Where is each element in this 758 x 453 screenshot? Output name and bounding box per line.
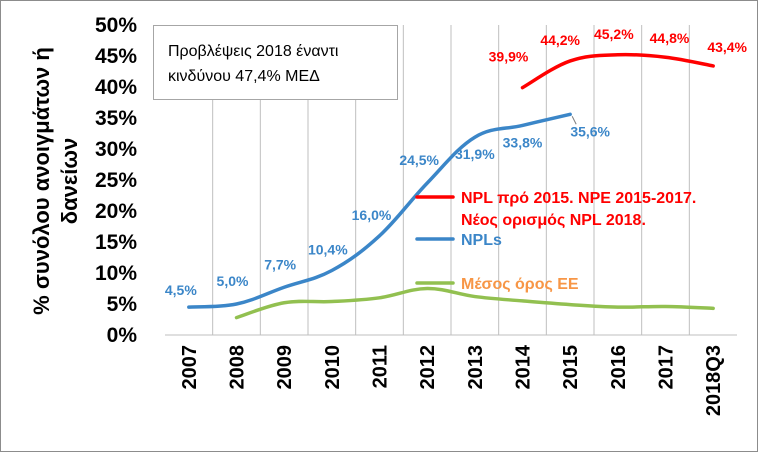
x-tick-label: 2018Q3 <box>703 345 725 416</box>
x-tick-label: 2010 <box>322 345 344 390</box>
data-label: 5,0% <box>217 273 249 289</box>
x-tick-label: 2012 <box>417 345 439 390</box>
series-line <box>234 286 715 320</box>
data-label: 43,4% <box>707 39 747 55</box>
y-tick-label: 35% <box>95 107 137 130</box>
series-line <box>187 112 572 309</box>
y-axis-title-line: % συνόλου ανοιγμάτων ή <box>29 47 54 315</box>
y-tick-label: 5% <box>107 293 138 316</box>
annotation-box: Προβλέψεις 2018 έναντι κινδύνου 47,4% ΜΕ… <box>153 25 398 100</box>
legend-label: NPLs <box>461 232 502 249</box>
x-tick-label: 2016 <box>608 345 630 390</box>
y-tick-label: 30% <box>95 138 137 161</box>
legend-label-line: Μέσος όρος ΕΕ <box>461 276 579 293</box>
series-line <box>520 52 715 90</box>
annotation-text: Προβλέψεις 2018 έναντι κινδύνου 47,4% ΜΕ… <box>168 43 339 85</box>
data-label: 16,0% <box>352 207 392 223</box>
legend-label-line: Νέος ορισμός NPL 2018. <box>461 212 646 229</box>
data-label: 35,6% <box>570 123 610 139</box>
y-tick-label: 25% <box>95 169 137 192</box>
data-label: 33,8% <box>503 134 543 150</box>
data-label: 4,5% <box>165 282 197 298</box>
legend-label: Μέσος όρος ΕΕ <box>461 276 579 293</box>
x-tick-label: 2015 <box>560 345 582 390</box>
legend-label-line: NPL πρό 2015. NPE 2015-2017. <box>461 190 696 207</box>
x-tick-label: 2009 <box>274 345 296 390</box>
y-tick-label: 40% <box>95 76 137 99</box>
x-tick-label: 2011 <box>370 345 392 388</box>
x-tick-label: 2007 <box>179 345 201 390</box>
y-axis-title-line: δανείων <box>57 138 82 224</box>
data-label: 44,8% <box>650 30 690 46</box>
data-label: 31,9% <box>455 146 495 162</box>
data-label: 45,2% <box>594 26 634 42</box>
label-leader-line <box>571 116 577 125</box>
y-tick-label: 20% <box>95 200 137 223</box>
y-tick-label: 45% <box>95 45 137 68</box>
y-tick-label: 50% <box>95 14 137 37</box>
data-label: 10,4% <box>308 242 348 258</box>
data-label: 24,5% <box>399 152 439 168</box>
x-tick-label: 2014 <box>513 344 535 389</box>
data-label: 7,7% <box>264 256 296 272</box>
y-tick-label: 15% <box>95 231 137 254</box>
legend-label-line: NPLs <box>461 232 502 249</box>
legend-label: NPL πρό 2015. NPE 2015-2017. Νέος ορισμός… <box>461 190 696 229</box>
y-tick-label: 0% <box>107 324 138 347</box>
x-tick-label: 2017 <box>656 345 678 390</box>
x-tick-label: 2008 <box>227 345 249 390</box>
y-axis-title: % συνόλου ανοιγμάτων ή δανείων <box>29 47 82 315</box>
y-tick-label: 10% <box>95 262 137 285</box>
data-label: 44,2% <box>540 32 580 48</box>
x-tick-label: 2013 <box>465 345 487 390</box>
data-label: 39,9% <box>489 49 529 65</box>
